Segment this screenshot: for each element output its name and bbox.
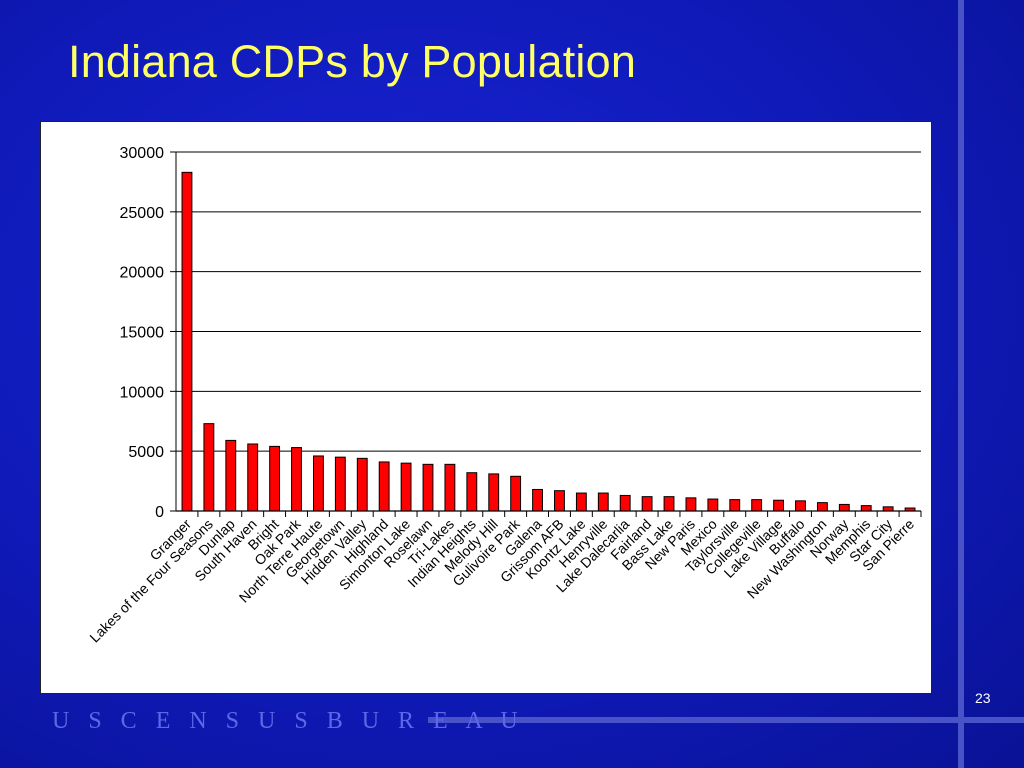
census-bureau-logo: U S C E N S U S B U R E A U — [52, 708, 525, 734]
bar — [575, 492, 587, 512]
bar — [269, 445, 281, 512]
bar — [838, 503, 850, 512]
bar — [641, 496, 653, 512]
page-number: 23 — [975, 690, 991, 706]
bar — [707, 498, 719, 512]
chart-panel: 0 5000 10000 15000 20000 25000 30000 Granger Lak… — [40, 121, 932, 694]
bar — [729, 499, 741, 512]
bar — [225, 439, 237, 512]
y-tick-label: 15000 — [120, 325, 165, 342]
bar — [597, 492, 609, 512]
bar — [378, 461, 390, 512]
y-tick-label: 0 — [155, 504, 164, 521]
bar — [860, 505, 872, 512]
bar — [685, 497, 697, 512]
bar — [203, 423, 215, 512]
right-vertical-rule — [958, 0, 964, 768]
y-tick-label: 25000 — [120, 205, 165, 222]
bar — [510, 475, 522, 512]
bar — [751, 499, 763, 512]
bar — [554, 490, 565, 512]
bar — [247, 443, 259, 512]
bar — [444, 463, 456, 512]
bar — [334, 456, 346, 512]
bar — [795, 500, 806, 512]
y-tick-label: 20000 — [120, 265, 165, 282]
bar — [422, 463, 434, 512]
y-tick-label: 30000 — [120, 145, 165, 162]
bar — [312, 455, 324, 512]
bar — [181, 171, 193, 512]
x-category-label: Lakes of the Four Seasons — [86, 516, 216, 646]
footer-horizontal-rule — [428, 717, 1024, 723]
bar — [882, 506, 894, 512]
y-tick-label: 10000 — [120, 384, 165, 401]
slide-title: Indiana CDPs by Population — [68, 36, 637, 87]
bar — [773, 499, 785, 512]
bar — [488, 473, 500, 512]
bar — [466, 472, 478, 512]
bar — [619, 494, 631, 512]
bar — [532, 488, 543, 512]
bar-chart: 050001000015000200002500030000GrangerLak… — [86, 145, 922, 646]
bar — [356, 457, 368, 512]
bar — [400, 462, 412, 512]
bar — [663, 496, 675, 512]
bar — [816, 502, 828, 512]
y-tick-label: 5000 — [128, 444, 164, 461]
bar — [291, 447, 302, 512]
